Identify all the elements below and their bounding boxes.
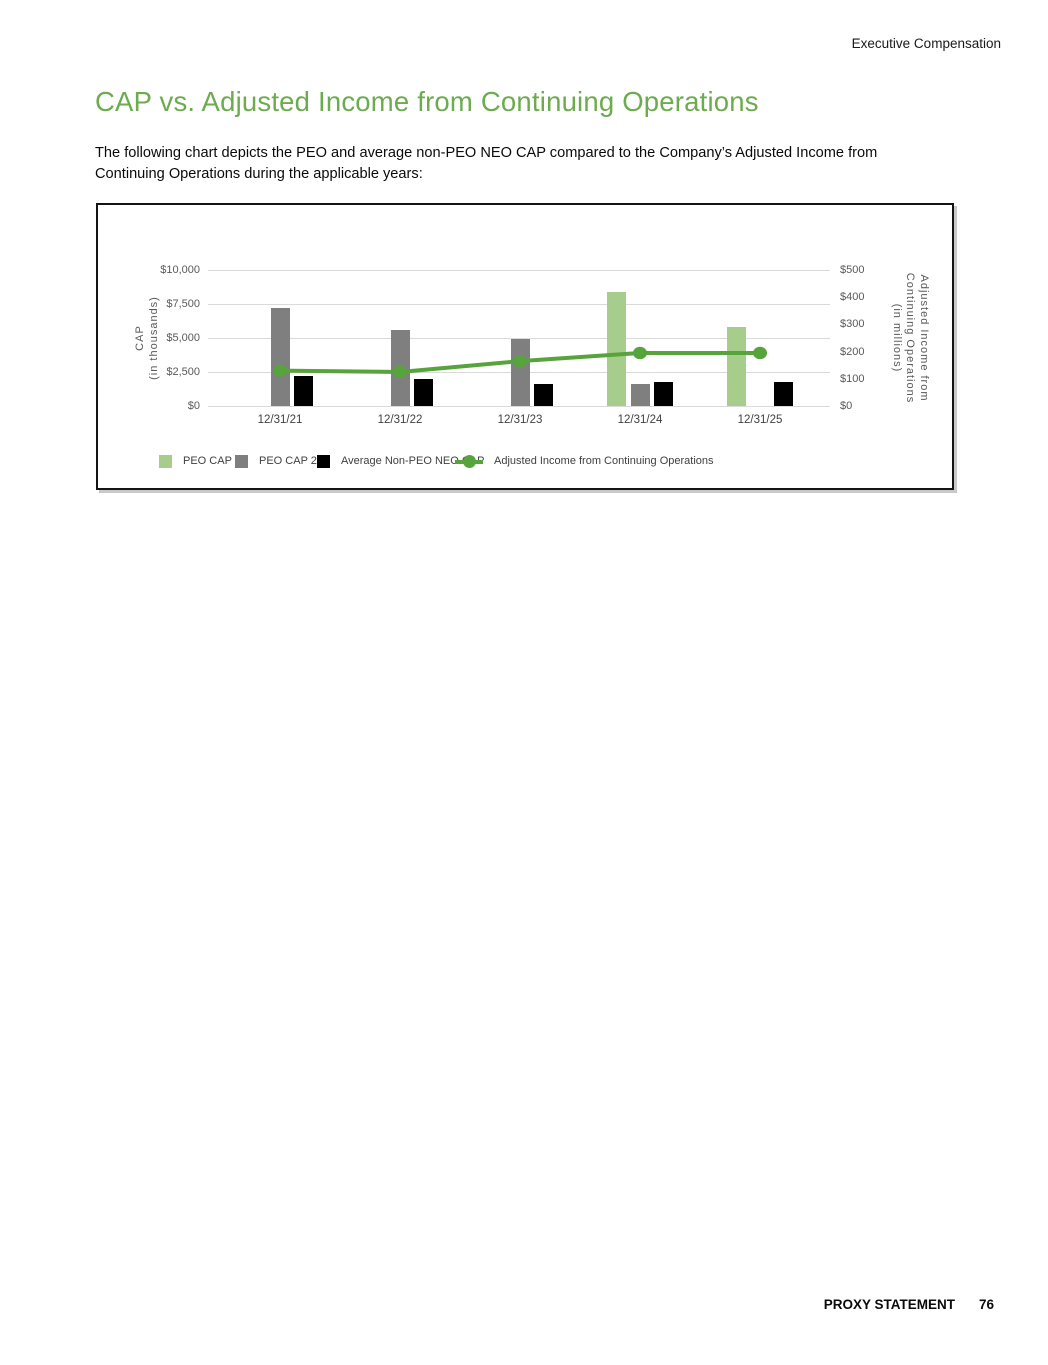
right-axis-tick-label: $100 <box>840 372 865 385</box>
cap-chart-frame: CAP (in thousands) Adjusted Income from … <box>96 203 954 490</box>
footer-label: PROXY STATEMENT <box>823 1297 955 1312</box>
bar-peo-cap-2 <box>510 338 530 406</box>
legend-label: PEO CAP 1 <box>183 455 241 467</box>
income-line-marker <box>273 364 287 377</box>
right-axis-tick-label: $0 <box>840 400 853 412</box>
x-axis-label: 12/31/22 <box>377 414 423 426</box>
income-line-marker <box>753 346 767 360</box>
legend-item-adjusted-income: Adjusted Income from Continuing Operatio… <box>455 453 714 469</box>
right-axis-tick-label: $500 <box>840 264 865 276</box>
income-line-svg <box>273 346 767 379</box>
gridline <box>208 337 830 339</box>
left-axis-tick-label: $7,500 <box>166 298 200 310</box>
page-footer: PROXY STATEMENT 76 <box>824 1297 994 1312</box>
bar-average-non-peo-neo-cap <box>414 378 433 406</box>
legend-item-peo-cap-2: PEO CAP 2 <box>235 453 317 469</box>
income-line-marker <box>393 365 407 379</box>
bar-peo-cap-1 <box>727 327 746 406</box>
peo-cap-2-swatch-icon <box>235 454 248 468</box>
avg-neo-swatch-icon <box>317 454 330 468</box>
right-axis-tick-label: $400 <box>840 291 865 304</box>
bar-average-non-peo-neo-cap <box>294 376 313 406</box>
bar-average-non-peo-neo-cap <box>654 381 673 406</box>
bar-average-non-peo-neo-cap <box>774 381 793 406</box>
income-line-swatch-icon <box>455 454 483 468</box>
income-line-marker <box>513 354 527 368</box>
intro-paragraph: The following chart depicts the PEO and … <box>95 143 975 185</box>
x-axis-label: 12/31/21 <box>257 414 303 426</box>
legend-label: Average Non-PEO NEO CAP <box>341 455 485 467</box>
gridline <box>208 405 830 407</box>
gridline <box>208 269 830 271</box>
right-axis-tick-label: $300 <box>840 318 865 331</box>
legend-item-peo-cap-1: PEO CAP 1 <box>159 453 241 469</box>
chart-legend: PEO CAP 1 PEO CAP 2 Average Non-PEO NEO … <box>98 453 952 471</box>
plot-area: $0 $2,500 $5,000 $7,500 $10,000 $0 $100 $200 $30… <box>160 264 864 426</box>
bar-peo-cap-2 <box>630 384 650 406</box>
page-number: 76 <box>978 1297 994 1312</box>
x-axis-label: 12/31/23 <box>497 414 543 426</box>
left-axis-tick-label: $5,000 <box>166 332 200 344</box>
x-axis-label: 12/31/24 <box>617 414 663 426</box>
gridline <box>208 303 830 305</box>
left-axis-tick-label: $10,000 <box>160 264 200 276</box>
intro-line-2: Continuing Operations during the applica… <box>95 166 423 182</box>
legend-label: Adjusted Income from Continuing Operatio… <box>494 455 714 467</box>
income-line-marker <box>633 346 647 360</box>
right-axis-title: Adjusted Income from Continuing Operatio… <box>891 272 930 404</box>
peo-cap-1-swatch-icon <box>159 454 172 468</box>
left-axis-tick-label: $2,500 <box>166 366 200 378</box>
legend-label: PEO CAP 2 <box>259 455 317 467</box>
page-title: CAP vs. Adjusted Income from Continuing … <box>95 86 759 117</box>
bar-peo-cap-2 <box>270 308 290 406</box>
right-axis-tick-label: $200 <box>840 345 865 358</box>
section-header: Executive Compensation <box>851 36 1001 51</box>
bar-peo-cap-1 <box>607 292 626 406</box>
legend-item-avg-neo: Average Non-PEO NEO CAP <box>317 453 484 469</box>
intro-line-1: The following chart depicts the PEO and … <box>95 145 878 161</box>
left-axis-tick-label: $0 <box>187 400 200 412</box>
x-axis-label: 12/31/25 <box>737 414 783 426</box>
bar-average-non-peo-neo-cap <box>534 384 553 406</box>
